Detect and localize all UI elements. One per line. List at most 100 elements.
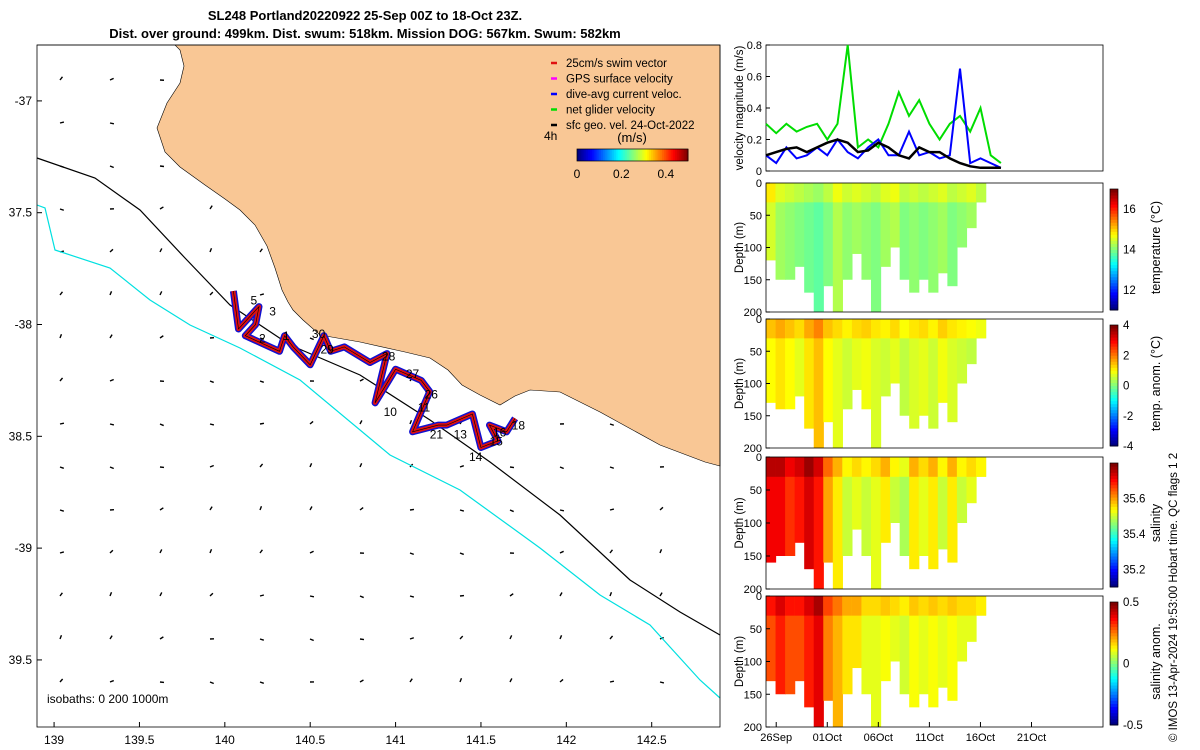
section-colorbar-tick-label: 35.2 [1123,564,1145,576]
section-data-column [823,596,834,701]
legend-label: dive-avg current veloc. [566,89,682,101]
surface-velocity-arrow [159,549,163,554]
surface-velocity-arrow [609,466,615,469]
section-data-column [909,596,920,708]
section-data-column [823,183,834,287]
section-surface-layer [890,183,901,203]
section-y-tick-label: 150 [744,275,762,287]
section-colorbar-cell [1110,391,1118,396]
section-colorbar-cell [1110,252,1118,257]
section-surface-layer [937,183,948,203]
surface-velocity-arrow [59,635,63,640]
section-data-column [947,596,958,701]
colorbar-cell [643,149,646,161]
colorbar-cell [610,149,613,161]
section-surface-layer [937,319,948,339]
colorbar-tick-label: 0.4 [657,167,674,181]
section-colorbar-cell [1110,424,1118,429]
track-day-label: 3 [269,305,276,319]
section-colorbar-tick-label: 0.5 [1123,597,1139,609]
section-colorbar-cell [1110,638,1118,643]
section-colorbar-cell [1110,562,1118,566]
section-y-tick-label: 0 [756,452,762,464]
surface-velocity-arrow [359,679,364,683]
section-y-tick-label: 200 [744,584,762,596]
section-y-tick-label: 50 [750,624,762,636]
section-surface-layer [813,183,824,203]
velocity-series-line [765,68,1002,169]
section-colorbar-cell [1110,379,1118,383]
section-data-column [794,183,805,267]
colorbar-cell [630,149,633,161]
section-colorbar-cell [1110,282,1118,287]
section-colorbar-cell [1110,518,1118,523]
section-surface-layer [880,596,891,616]
section-y-tick-label: 50 [750,485,762,497]
colorbar-cell [588,149,591,161]
map-x-tick-label: 140.5 [295,733,325,747]
colorbar-cell [638,149,641,161]
track-day-label: 16 [493,425,507,439]
surface-velocity-arrow [659,549,663,554]
surface-velocity-arrow [209,464,214,468]
section-colorbar-cell [1110,222,1118,226]
surface-velocity-arrow [359,420,363,425]
section-colorbar-tick-label: 35.4 [1123,529,1146,541]
section-colorbar-cell [1110,654,1118,658]
section-colorbar-cell [1110,337,1118,341]
track-day-label: 1 [283,329,290,343]
section-colorbar-cell [1110,325,1118,329]
section-colorbar-cell [1110,490,1118,495]
map-y-tick-label: 37.5 [9,206,33,220]
section-surface-layer [861,319,872,339]
section-data-column [880,457,891,543]
section-surface-layer [956,457,968,477]
section-surface-layer [775,596,786,616]
section-data-column [909,183,920,293]
section-data-column [890,183,901,248]
colorbar-cell [612,149,615,161]
section-colorbar-cell [1110,697,1118,701]
colorbar-cell [615,149,619,161]
surface-velocity-arrow [509,509,514,513]
surface-velocity-arrow [409,552,414,556]
section-colorbar-cell [1110,605,1118,609]
section-colorbar-cell [1110,559,1118,563]
section-colorbar-cell [1110,577,1118,582]
surface-velocity-arrow [259,248,263,253]
section-surface-layer [851,596,863,616]
section-surface-layer [794,596,805,616]
section-colorbar-cell [1110,681,1118,686]
colorbar-cell [669,149,672,161]
section-data-column [813,596,824,727]
section-colorbar-cell [1110,574,1118,579]
surface-velocity-arrow [259,638,265,641]
section-data-column [918,457,929,556]
section-data-column [947,319,958,423]
section-surface-layer [851,183,863,203]
surface-velocity-arrow [159,335,164,339]
velocity-y-tick-label: 0.4 [747,103,762,115]
section-surface-layer [804,319,815,339]
section-data-column [766,319,777,403]
section-colorbar-cell [1110,370,1118,374]
velocity-y-tick-label: 0.8 [747,40,762,52]
surface-velocity-arrow [59,466,65,469]
section-colorbar-cell [1110,537,1118,541]
section-colorbar-cell [1110,237,1118,241]
section-data-column [804,457,815,570]
section-surface-layer [832,183,843,203]
section-surface-layer [832,319,843,339]
section-data-column [871,319,882,448]
surface-velocity-arrow [359,378,364,382]
surface-velocity-arrow [309,550,314,554]
section-surface-layer [976,183,987,203]
section-data-column [956,319,968,384]
section-colorbar-label: salinity [1149,503,1163,542]
section-colorbar-tick-label: 0 [1123,381,1129,393]
section-data-column [871,183,882,312]
section-colorbar-cell [1110,261,1118,266]
section-data-column [928,319,939,429]
colorbar-cell [656,149,659,161]
section-surface-layer [956,596,968,616]
